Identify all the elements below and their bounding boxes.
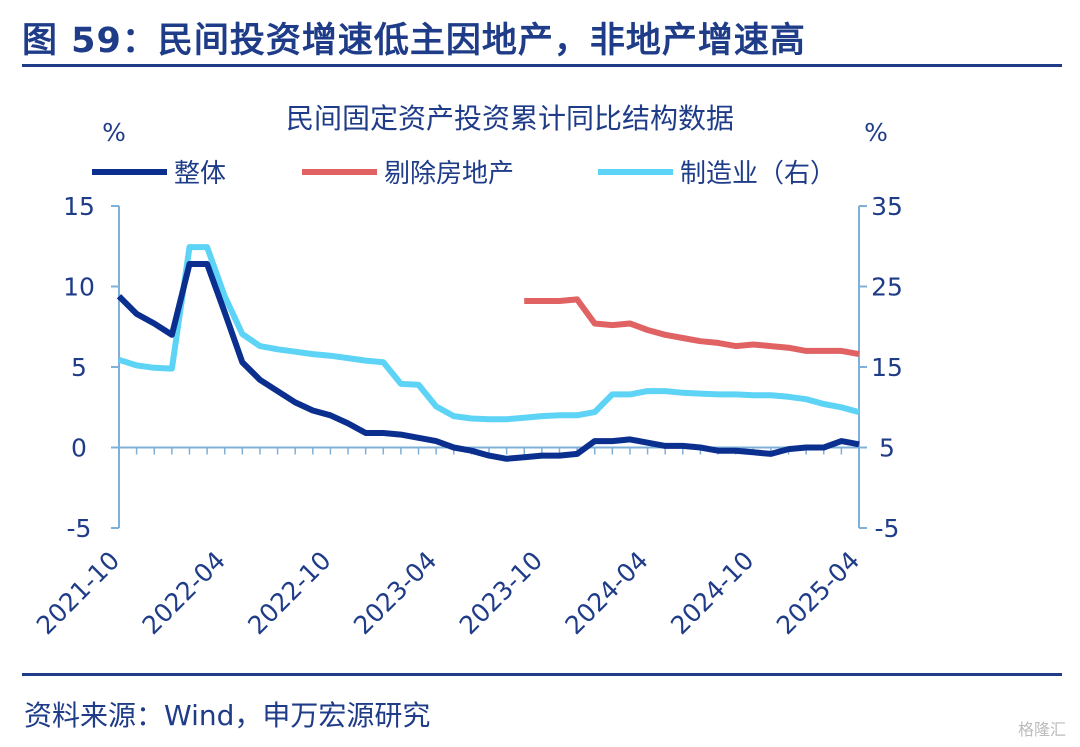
legend-label: 制造业（右） (680, 159, 836, 189)
watermark-text: 格隆汇 (1017, 720, 1066, 739)
x-tick-label: 2023-10 (454, 546, 548, 640)
left-y-tick-label: 5 (71, 353, 87, 382)
x-tick-label: 2024-04 (559, 546, 653, 640)
right-axis-unit: % (864, 118, 888, 147)
source-note: 资料来源：Wind，申万宏源研究 (24, 699, 431, 732)
right-y-tick-label: 25 (871, 273, 903, 302)
legend: 整体 剔除房地产 制造业（右） (92, 159, 836, 189)
series-group (116, 244, 860, 462)
legend-label: 剔除房地产 (384, 159, 514, 189)
x-tick-label: 2024-10 (665, 546, 759, 640)
left-y-tick-label: 15 (63, 192, 95, 221)
legend-label: 整体 (174, 159, 226, 189)
right-y-tick-label: 5 (879, 434, 895, 463)
series-line-1 (524, 296, 860, 358)
left-y-tick-label: 0 (71, 434, 87, 463)
right-y-tick-label: 35 (871, 192, 903, 221)
right-y-tick-label: 15 (871, 353, 903, 382)
left-axis-unit: % (102, 118, 126, 147)
figure-title: 图 59：民间投资增速低主因地产，非地产增速高 (22, 21, 806, 61)
x-tick-label: 2022-04 (137, 546, 231, 640)
series-line-2 (118, 244, 860, 423)
x-tick-label: 2022-10 (242, 546, 336, 640)
x-tick-label: 2025-04 (771, 546, 865, 640)
right-y-tick-label: -5 (875, 514, 900, 543)
left-y-tick-label: 10 (63, 273, 95, 302)
x-tick-label: 2021-10 (31, 546, 125, 640)
chart-title: 民间固定资产投资累计同比结构数据 (286, 102, 734, 135)
x-tick-label: 2023-04 (348, 546, 442, 640)
title-rule (22, 64, 1062, 67)
series-line-0 (116, 261, 860, 462)
footer-rule (22, 673, 1062, 676)
left-y-tick-label: -5 (67, 514, 92, 543)
